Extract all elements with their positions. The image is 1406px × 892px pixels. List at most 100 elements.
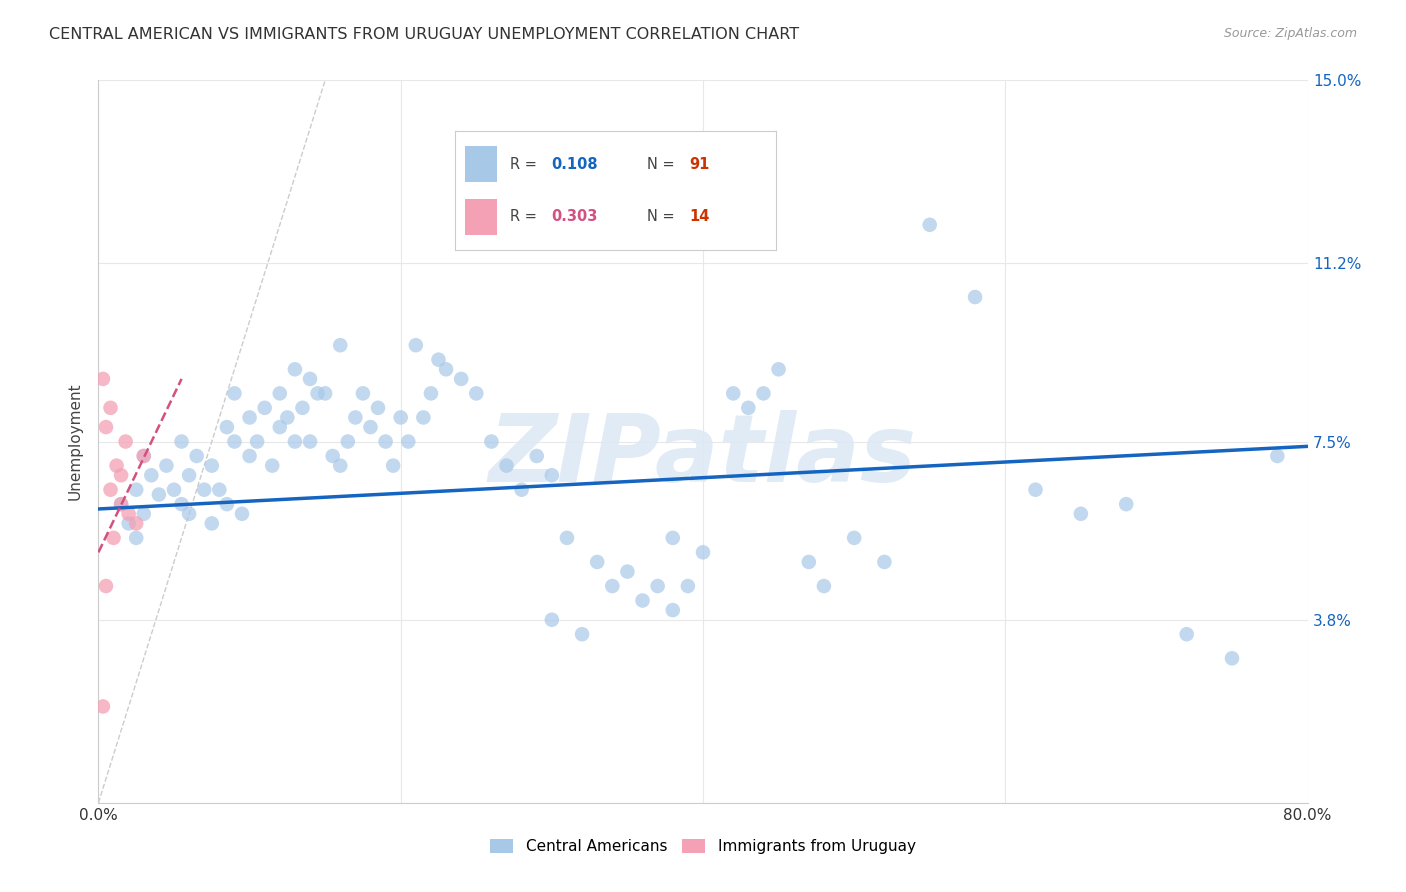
Point	[125, 531, 148, 545]
Point	[215, 420, 238, 434]
Point	[100, 401, 122, 415]
Point	[1267, 449, 1289, 463]
Point	[1070, 507, 1092, 521]
Point	[1024, 483, 1046, 497]
Point	[427, 352, 450, 367]
Point	[495, 458, 517, 473]
Point	[420, 386, 443, 401]
Point	[813, 579, 835, 593]
Point	[752, 386, 775, 401]
Point	[94, 579, 117, 593]
Point	[299, 372, 322, 386]
Point	[307, 386, 329, 401]
Point	[510, 483, 533, 497]
Point	[215, 497, 238, 511]
Point	[631, 593, 654, 607]
Point	[284, 362, 307, 376]
Point	[132, 507, 155, 521]
Point	[201, 516, 224, 531]
Point	[91, 699, 114, 714]
Point	[723, 386, 745, 401]
Point	[239, 410, 262, 425]
Point	[360, 420, 382, 434]
Point	[314, 386, 336, 401]
Point	[1175, 627, 1198, 641]
Point	[125, 516, 148, 531]
Point	[405, 338, 427, 352]
Point	[844, 531, 866, 545]
Point	[1220, 651, 1243, 665]
Point	[100, 483, 122, 497]
Point	[344, 410, 367, 425]
Point	[299, 434, 322, 449]
Point	[155, 458, 177, 473]
Point	[224, 434, 246, 449]
Point	[110, 497, 132, 511]
Point	[329, 458, 352, 473]
Point	[193, 483, 215, 497]
Point	[647, 579, 669, 593]
Point	[616, 565, 638, 579]
Point	[586, 555, 609, 569]
Point	[676, 579, 699, 593]
Y-axis label: Unemployment: Unemployment	[67, 383, 83, 500]
Point	[179, 468, 201, 483]
Point	[412, 410, 434, 425]
Point	[873, 555, 896, 569]
Point	[170, 434, 193, 449]
Point	[246, 434, 269, 449]
Point	[768, 362, 790, 376]
Text: CENTRAL AMERICAN VS IMMIGRANTS FROM URUGUAY UNEMPLOYMENT CORRELATION CHART: CENTRAL AMERICAN VS IMMIGRANTS FROM URUG…	[49, 27, 800, 42]
Point	[571, 627, 593, 641]
Point	[389, 410, 412, 425]
Text: Source: ZipAtlas.com: Source: ZipAtlas.com	[1223, 27, 1357, 40]
Point	[602, 579, 624, 593]
Point	[94, 420, 117, 434]
Point	[797, 555, 820, 569]
Point	[661, 603, 683, 617]
Point	[201, 458, 224, 473]
Point	[103, 531, 125, 545]
Point	[396, 434, 419, 449]
Point	[125, 483, 148, 497]
Point	[661, 531, 683, 545]
Point	[208, 483, 231, 497]
Point	[110, 497, 132, 511]
Point	[284, 434, 307, 449]
Point	[434, 362, 457, 376]
Point	[141, 468, 163, 483]
Point	[692, 545, 714, 559]
Point	[555, 531, 578, 545]
Point	[262, 458, 284, 473]
Point	[329, 338, 352, 352]
Text: ZIPatlas: ZIPatlas	[489, 410, 917, 502]
Point	[269, 420, 291, 434]
Legend: Central Americans, Immigrants from Uruguay: Central Americans, Immigrants from Urugu…	[484, 832, 922, 860]
Point	[367, 401, 389, 415]
Point	[179, 507, 201, 521]
Point	[91, 372, 114, 386]
Point	[253, 401, 276, 415]
Point	[336, 434, 359, 449]
Point	[526, 449, 548, 463]
Point	[322, 449, 344, 463]
Point	[110, 468, 132, 483]
Point	[965, 290, 987, 304]
Point	[1115, 497, 1137, 511]
Point	[132, 449, 155, 463]
Point	[382, 458, 405, 473]
Point	[269, 386, 291, 401]
Point	[239, 449, 262, 463]
Point	[132, 449, 155, 463]
Point	[374, 434, 396, 449]
Point	[450, 372, 472, 386]
Point	[231, 507, 253, 521]
Point	[163, 483, 186, 497]
Point	[918, 218, 941, 232]
Point	[481, 434, 503, 449]
Point	[186, 449, 208, 463]
Point	[737, 401, 759, 415]
Point	[224, 386, 246, 401]
Point	[352, 386, 374, 401]
Point	[105, 458, 128, 473]
